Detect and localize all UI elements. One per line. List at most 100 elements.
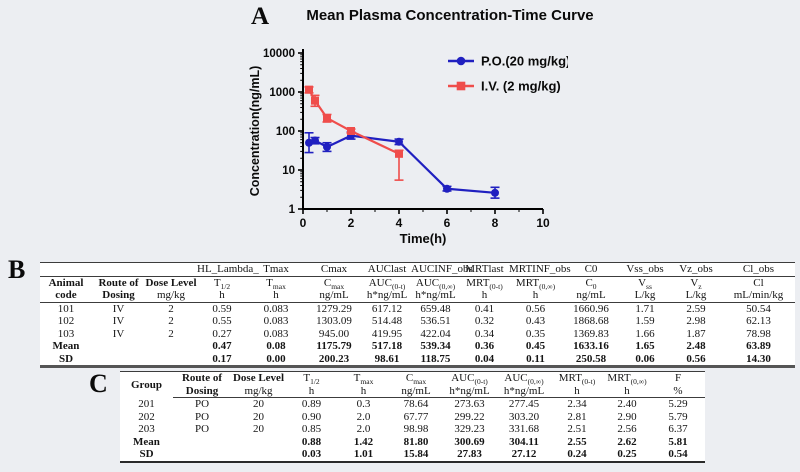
- data-point-circle: [395, 137, 403, 146]
- table-cell: 0.41: [474, 302, 495, 315]
- y-tick-label: 100: [276, 126, 295, 138]
- table-cell: 98.98: [403, 423, 429, 435]
- table-cell: 2.48: [686, 340, 706, 352]
- table-row: SD 0.03 1.01 15.84 27.83 27.12 0.24 0.25 0.54: [120, 448, 705, 462]
- table-cell: 0.11: [526, 352, 545, 365]
- table-cell: 0.54: [668, 448, 688, 460]
- table-cell: 20: [253, 410, 264, 423]
- table-cell: 1660.96: [573, 302, 609, 315]
- header-cell: Vss: [638, 276, 652, 291]
- table-cell: 78.64: [403, 398, 429, 410]
- table-cell: Mean: [133, 435, 160, 448]
- data-point-square: [311, 96, 319, 105]
- table-row: 201 PO 20 0.89 0.3 78.64 273.63 277.45 2.34 2.40 5…: [120, 398, 705, 411]
- table-cell: 0.32: [474, 315, 495, 327]
- table-cell: 1.59: [635, 315, 655, 327]
- table-cell: 2.56: [617, 423, 637, 435]
- table-cell: 659.48: [420, 302, 451, 315]
- table-cell: 201: [138, 397, 155, 410]
- header-cell: ng/mL: [562, 289, 620, 303]
- legend-marker-square: [456, 81, 466, 91]
- table-cell: 81.80: [403, 435, 429, 448]
- header-cell: L/kg: [620, 289, 670, 303]
- table-cell: IV: [112, 327, 125, 340]
- header-row: Group Route of Dose Level T1/2 Tmax Cmax AUC(0…: [120, 372, 705, 391]
- table-cell: 1303.09: [316, 315, 352, 327]
- table-cell: [92, 353, 145, 367]
- table-cell: PO: [194, 423, 210, 435]
- table-cell: 2.34: [567, 398, 587, 410]
- table-row: Mean 0.88 1.42 81.80 300.69 304.11 2.55 2.62 5.8…: [120, 436, 705, 449]
- table-cell: 1.42: [353, 435, 374, 448]
- table-cell: 0.89: [301, 398, 322, 410]
- table-cell: 1.65: [635, 340, 655, 352]
- data-point-circle: [443, 184, 451, 193]
- table-cell: 2.55: [567, 435, 587, 448]
- header-cell: mL/min/kg: [722, 289, 795, 303]
- table-cell: IV: [112, 302, 125, 315]
- header-row: code Dosing mg/kg h h ng/mL h*ng/mL h*ng/mL h h ng…: [40, 289, 795, 303]
- table-cell: 539.34: [420, 340, 451, 352]
- table-cell: [145, 353, 197, 367]
- chart-title: Mean Plasma Concentration-Time Curve: [306, 7, 594, 24]
- header-cell: h: [509, 289, 562, 303]
- table-cell: 27.83: [457, 448, 482, 460]
- header-cell: h*ng/mL: [442, 384, 497, 398]
- table-cell: 0.45: [525, 340, 546, 352]
- table-cell: 250.58: [575, 352, 607, 365]
- panel-a-label: A: [251, 3, 270, 30]
- header-cell: Cl: [753, 276, 764, 289]
- data-point-circle: [491, 188, 499, 197]
- table-cell: 0.56: [525, 302, 546, 315]
- table-cell: 1175.79: [316, 340, 352, 352]
- table-row: Mean 0.47 0.08 1175.79 517.18 539.34 0.36 0.45 1…: [40, 340, 795, 353]
- table-row: 203 PO 20 0.85 2.0 98.98 329.23 331.68 2.51 2.56 6…: [120, 423, 705, 436]
- table-row: SD 0.17 0.00 200.23 98.61 118.75 0.04 0.11 250.5…: [40, 353, 795, 367]
- table-cell: 1369.83: [573, 327, 609, 340]
- header-cell: HL_Lambda_: [197, 262, 259, 277]
- table-cell: PO: [194, 410, 210, 423]
- data-point-square: [347, 127, 355, 135]
- chart-svg: 10000 1000 100 10 10 2 4 6 8 10 Time(h) Concentrati…: [248, 48, 570, 246]
- table-cell: 0.90: [301, 410, 322, 423]
- table-cell: 2: [168, 327, 174, 340]
- data-point-square: [323, 114, 331, 123]
- header-cell: Dosing: [173, 384, 231, 398]
- x-tick-label: 10: [536, 216, 550, 230]
- table-cell: 0.36: [474, 340, 495, 352]
- table-cell: 5.81: [668, 435, 688, 448]
- table-cell: 0.43: [525, 315, 546, 327]
- table-cell: 200.23: [318, 352, 350, 365]
- header-cell: Cl_obs: [722, 262, 795, 277]
- table-cell: 98.61: [374, 352, 400, 365]
- table-cell: 5.79: [668, 410, 688, 423]
- plasma-concentration-chart: 10000 1000 100 10 1 0 2 4 6 8 10 Time(h) Concentrati…: [248, 33, 570, 253]
- table-cell: 617.12: [371, 302, 403, 315]
- table-cell: 0.27: [212, 327, 232, 340]
- table-cell: 102: [57, 315, 75, 327]
- header-cell: ng/mL: [305, 289, 363, 303]
- header-cell: h: [247, 289, 305, 303]
- table-cell: 0.3: [356, 398, 371, 410]
- table-cell: 118.75: [420, 352, 451, 365]
- table-cell: 1.71: [635, 302, 655, 315]
- header-cell: Cmax: [305, 262, 363, 277]
- table-cell: 0.85: [301, 423, 322, 435]
- table-cell: 0.35: [525, 327, 546, 340]
- x-axis-title: Time(h): [400, 231, 447, 246]
- table-cell: 0.59: [212, 302, 232, 315]
- table-cell: 78.98: [746, 327, 771, 340]
- data-point-square: [395, 149, 403, 158]
- table-cell: 1868.68: [573, 315, 609, 327]
- pk-table-iv: HL_Lambda_ Tmax Cmax AUClast AUCINF_obs MRTla…: [40, 262, 795, 368]
- table-cell: 6.37: [668, 423, 688, 435]
- header-cell: Animal: [48, 276, 84, 289]
- series-iv: [304, 85, 404, 181]
- header-cell: Vss_obs: [620, 262, 670, 277]
- table-cell: 0.00: [266, 352, 286, 365]
- header-cell: T1/2: [213, 276, 231, 291]
- y-tick-label: 10: [282, 165, 295, 177]
- table-cell: 63.89: [746, 340, 771, 352]
- table-cell: 0.17: [212, 352, 232, 365]
- header-cell: MRT(0-t): [558, 372, 596, 387]
